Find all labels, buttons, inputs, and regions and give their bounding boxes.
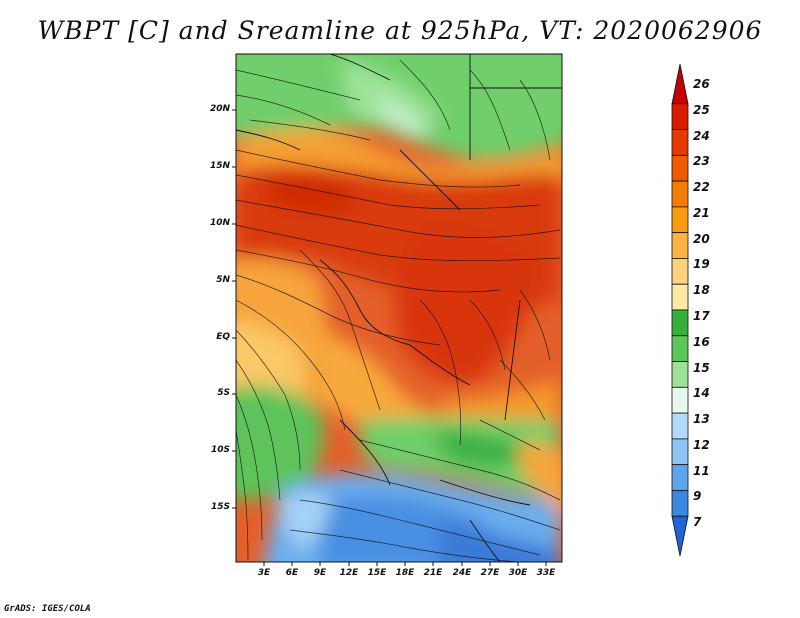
axis-ticks [232, 109, 547, 566]
colorbar-label: 12 [693, 437, 710, 452]
lat-label: 10N [209, 218, 230, 228]
lon-label: 33E [536, 568, 556, 578]
colorbar-label: 11 [693, 463, 710, 478]
colorbar-label: 9 [693, 489, 702, 504]
colorbar-label: 13 [693, 412, 710, 427]
lon-label: 18E [395, 568, 415, 578]
lat-label: 5S [217, 388, 230, 398]
lon-label: 12E [339, 568, 359, 578]
chart-title: WBPT [C] and Sreamline at 925hPa, VT: 20… [37, 16, 763, 45]
lon-label: 21E [423, 568, 443, 578]
colorbar-label: 15 [693, 360, 710, 375]
colorbar-label: 17 [693, 309, 710, 323]
colorbar-segment [671, 361, 689, 388]
lon-label: 27E [480, 568, 500, 578]
lon-label: 6E [285, 568, 299, 578]
lon-label: 3E [257, 568, 271, 578]
colorbar-segment [671, 232, 689, 259]
colorbar-segment [671, 309, 689, 337]
colorbar-segment [671, 464, 689, 491]
grads-credit: GrADS: IGES/COLA [4, 604, 91, 614]
colorbar-segment [671, 180, 689, 208]
colorbar-label: 20 [693, 231, 710, 246]
colorbar-label: 25 [693, 102, 710, 117]
colorbar-segment [671, 515, 689, 557]
colorbar-label: 16 [693, 334, 710, 349]
lat-label: 15N [209, 161, 230, 171]
colorbar-segment [671, 63, 689, 105]
colorbar-segment [671, 103, 689, 130]
colorbar-segment [671, 283, 689, 311]
colorbar-segment [671, 335, 689, 362]
lat-label: EQ [216, 332, 230, 342]
colorbar-segment [671, 258, 689, 285]
colorbar-segment [671, 206, 689, 234]
colorbar-label: 19 [693, 257, 710, 272]
lat-label: 20N [209, 104, 230, 114]
colorbar-label: 18 [693, 283, 710, 298]
colorbar-segment [671, 490, 689, 517]
lon-label: 24E [452, 568, 472, 578]
colorbar-label: 21 [693, 205, 710, 220]
colorbar-label: 7 [693, 515, 702, 530]
colorbar-segment [671, 154, 689, 182]
colorbar-label: 14 [693, 386, 710, 401]
lat-label: 5N [216, 275, 230, 285]
colorbar-label: 22 [693, 180, 710, 195]
colorbar-segment [671, 412, 689, 440]
colorbar-label: 24 [693, 128, 710, 143]
colorbar-label: 23 [693, 154, 710, 169]
colorbar-segment [671, 129, 689, 156]
lon-label: 30E [508, 568, 528, 578]
lat-label: 10S [210, 445, 230, 455]
colorbar-label: 26 [693, 77, 710, 91]
colorbar-segment [671, 438, 689, 466]
wbpt-field [236, 54, 562, 562]
lon-label: 15E [367, 568, 387, 578]
lat-label: 15S [210, 502, 230, 512]
lon-label: 9E [313, 568, 327, 578]
colorbar-segment [671, 386, 689, 414]
